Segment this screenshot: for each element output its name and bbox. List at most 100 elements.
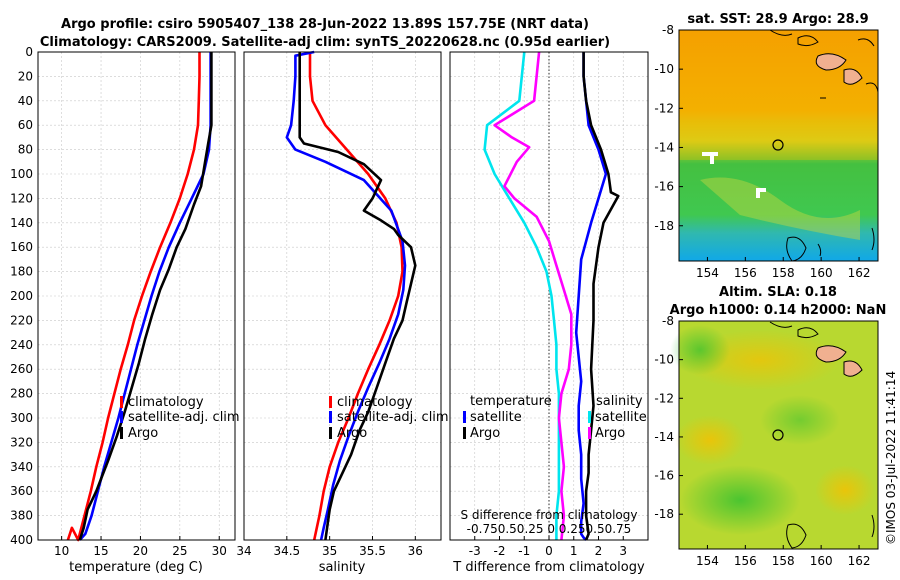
x-tick-label: 3 — [619, 544, 627, 558]
sst-field — [679, 30, 878, 261]
legend-swatch-t-satellite — [463, 411, 466, 423]
y-tick-label: 380 — [10, 509, 33, 523]
sla-low-region — [760, 395, 840, 445]
figure-title-line1: Argo profile: csiro 5905407_138 28-Jun-2… — [61, 17, 589, 32]
sla-map-panel: Altim. SLA: 0.18 Argo h1000: 0.14 h2000:… — [654, 285, 886, 568]
map-y-tick-label: -14 — [654, 140, 674, 154]
difference-grid — [450, 51, 648, 541]
map-x-tick-label: 160 — [810, 554, 833, 568]
legend-label-satellite: satellite-adj. clim — [337, 410, 449, 425]
y-tick-label: 260 — [10, 362, 33, 376]
y-tick-label: 320 — [10, 435, 33, 449]
y-tick-label: 0 — [25, 45, 33, 59]
map-x-tick-label: 156 — [734, 266, 757, 280]
salinity-lines — [285, 50, 417, 541]
y-tick-label: 340 — [10, 460, 33, 474]
y-tick-label: 280 — [10, 387, 33, 401]
map-x-tick-label: 162 — [848, 554, 871, 568]
temperature-panel: 0 20 40 60 80 100 120 140 160 180 200 220 240 260 280 3… — [10, 45, 240, 575]
y-tick-label: 200 — [10, 289, 33, 303]
legend-header-salinity: salinity — [596, 394, 643, 409]
salinity-legend: climatology satellite-adj. clim Argo — [329, 395, 449, 441]
sla-map-title-line2: Argo h1000: 0.14 h2000: NaN — [670, 303, 887, 318]
y-tick-label: 80 — [18, 143, 33, 157]
y-tick-label: 180 — [10, 265, 33, 279]
sst-map-title: sat. SST: 28.9 Argo: 28.9 — [687, 12, 868, 27]
legend-label-t-argo: Argo — [470, 426, 500, 441]
sst-argo-marker — [772, 139, 784, 151]
sla-high-region — [675, 415, 745, 465]
x-tick-label: 2 — [595, 544, 603, 558]
sla-argo-marker — [772, 429, 784, 441]
map-y-tick-label: -8 — [662, 314, 674, 328]
series-line-t-satellite — [574, 52, 608, 541]
y-tick-label: 240 — [10, 338, 33, 352]
sst-missing-pixels — [756, 192, 760, 198]
map-y-tick-label: -8 — [662, 23, 674, 37]
legend-label-climatology: climatology — [337, 395, 413, 410]
sla-high-region — [815, 465, 875, 515]
sla-low-region — [680, 465, 800, 535]
map-y-tick-label: -18 — [654, 219, 674, 233]
map-x-tick-label: 162 — [848, 266, 871, 280]
legend-label-t-satellite: satellite — [470, 410, 522, 425]
x-tick-label: 34 — [236, 544, 251, 558]
map-x-tick-label: 160 — [810, 266, 833, 280]
y-tick-label: 100 — [10, 167, 33, 181]
y-tick-label: 60 — [18, 118, 33, 132]
map-y-tick-label: -18 — [654, 507, 674, 521]
imos-credit: ©IMOS 03-Jul-2022 11:41:14 — [884, 371, 898, 545]
s-difference-axis-label: S difference from climatology — [461, 508, 638, 522]
map-x-tick-label: 158 — [772, 554, 795, 568]
temperature-grid — [38, 51, 235, 541]
y-tick-label: 40 — [18, 94, 33, 108]
x-tick-label: 20 — [133, 544, 148, 558]
legend-swatch-argo — [120, 427, 123, 439]
temperature-lines — [66, 52, 213, 542]
y-tick-label: 300 — [10, 411, 33, 425]
y-tick-label: 160 — [10, 240, 33, 254]
x-tick-label: 0 — [545, 544, 553, 558]
temperature-axes-frame — [37, 51, 236, 541]
series-line-argo — [298, 52, 417, 541]
sla-coastlines — [769, 321, 875, 549]
sla-low-region — [670, 325, 730, 375]
map-x-tick-label: 158 — [772, 266, 795, 280]
x-tick-label: 34.5 — [273, 544, 300, 558]
legend-label-s-satellite: satellite — [595, 410, 647, 425]
sla-map-tick-labels: 154 156 158 160 162 -8 -10 -12 -14 -16 -18 — [654, 314, 870, 568]
sst-coastlines — [769, 29, 879, 262]
salinity-xlabel: salinity — [319, 560, 366, 575]
series-line-climatology — [66, 52, 201, 542]
x-tick-label: 35 — [322, 544, 337, 558]
sst-map-tick-labels: 154 156 158 160 162 -8 -10 -12 -14 -16 -18 — [654, 23, 870, 280]
temperature-xlabel: temperature (deg C) — [69, 560, 203, 575]
sst-front — [700, 177, 860, 240]
map-x-tick-label: 156 — [734, 554, 757, 568]
series-line-satellite-adj-clim — [285, 50, 407, 541]
series-line-s-argo — [493, 51, 573, 541]
map-y-tick-label: -16 — [654, 469, 674, 483]
figure-title-line2: Climatology: CARS2009. Satellite-adj cli… — [40, 35, 610, 50]
difference-lines — [483, 51, 620, 541]
map-y-tick-label: -12 — [654, 101, 674, 115]
y-tick-label: 20 — [18, 69, 33, 83]
x-tick-label: -2 — [494, 544, 506, 558]
depth-tick-labels: 0 20 40 60 80 100 120 140 160 180 200 220 240 260 280 3… — [10, 45, 33, 547]
y-tick-label: 140 — [10, 216, 33, 230]
legend-label-satellite: satellite-adj. clim — [128, 410, 240, 425]
t-difference-tick-labels: -3 -2 -1 0 1 2 3 — [469, 536, 627, 558]
x-tick-label: -3 — [469, 544, 481, 558]
difference-legend-salinity: salinity satellite Argo — [588, 394, 647, 441]
difference-panel: -3 -2 -1 0 1 2 3 S difference from climatology… — [449, 51, 649, 575]
legend-swatch-climatology — [329, 396, 332, 408]
map-x-tick-label: 154 — [696, 266, 719, 280]
s-difference-tick-labels: -0.750.50.25 0 0.250.50.75 — [467, 522, 632, 536]
y-tick-label: 400 — [10, 533, 33, 547]
y-tick-label: 360 — [10, 484, 33, 498]
sst-map-frame — [678, 29, 879, 262]
x-tick-label: 36 — [408, 544, 423, 558]
legend-swatch-t-argo — [463, 427, 466, 439]
x-tick-label: 25 — [172, 544, 187, 558]
x-tick-label: -1 — [518, 544, 530, 558]
